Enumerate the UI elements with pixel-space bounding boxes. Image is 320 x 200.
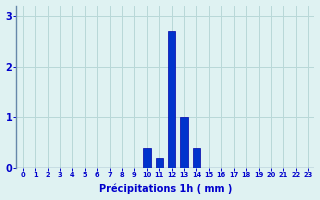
Bar [193,148,200,168]
Bar [156,158,163,168]
Bar [180,117,188,168]
Bar [168,31,175,168]
X-axis label: Précipitations 1h ( mm ): Précipitations 1h ( mm ) [99,184,232,194]
Bar [143,148,150,168]
